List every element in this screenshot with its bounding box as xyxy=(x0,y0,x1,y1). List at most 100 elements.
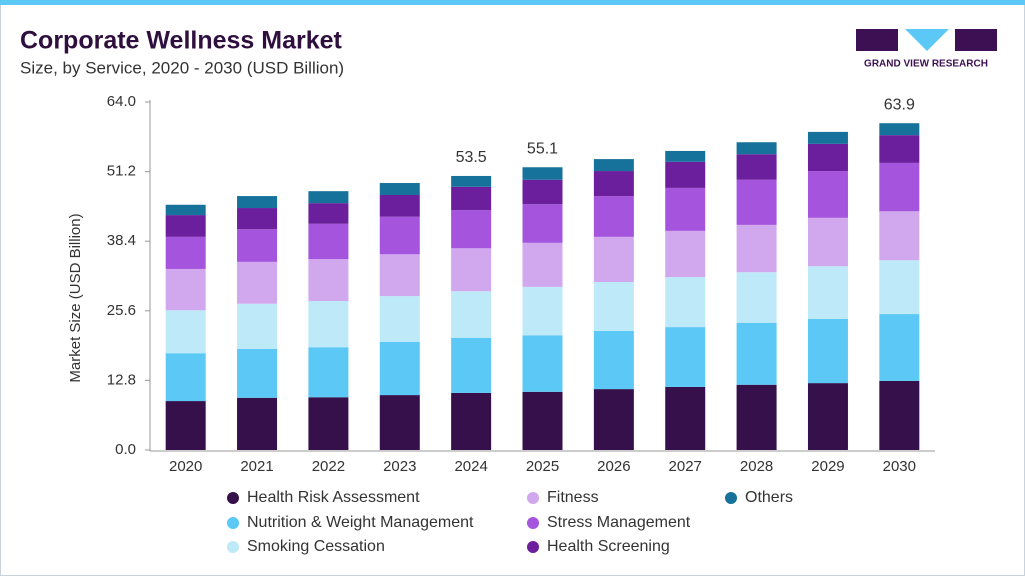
legend-label: Others xyxy=(745,489,793,506)
bar-segment xyxy=(522,242,563,287)
x-tick-label: 2023 xyxy=(383,458,416,475)
bar-segment xyxy=(379,216,420,255)
bar-segment xyxy=(165,204,206,216)
bar-segment xyxy=(165,236,206,269)
bar-segment xyxy=(807,217,848,267)
bar-segment xyxy=(879,211,920,261)
x-tick-label: 2025 xyxy=(526,458,559,475)
x-tick-label: 2027 xyxy=(669,458,702,475)
bar-segment xyxy=(807,266,848,319)
y-tick-label: 0.0 xyxy=(115,441,136,458)
bar-segment xyxy=(379,194,420,217)
legend-swatch xyxy=(227,541,239,553)
y-tick-label: 64.0 xyxy=(107,93,136,110)
bar-segment xyxy=(807,171,848,218)
bar-segment xyxy=(165,268,206,311)
y-tick-label: 51.2 xyxy=(107,163,136,180)
total-label: 55.1 xyxy=(527,140,558,157)
bar-segment xyxy=(237,303,278,349)
bar-segment xyxy=(237,229,278,262)
bar-segment xyxy=(379,341,420,396)
bar-segment xyxy=(308,397,349,450)
bar-segment xyxy=(665,327,706,387)
legend-item: Nutrition & Weight Management xyxy=(227,514,474,531)
bar-segment xyxy=(522,391,563,450)
bar-segment xyxy=(522,286,563,336)
bar-segment xyxy=(593,159,634,172)
legend-label: Health Screening xyxy=(547,538,670,555)
bar-segment xyxy=(308,259,349,302)
bar-segment xyxy=(593,389,634,450)
bar-segment xyxy=(451,392,492,450)
bar-segment xyxy=(165,215,206,237)
legend-item: Stress Management xyxy=(527,514,691,531)
bar-segment xyxy=(736,322,777,385)
bar-segment xyxy=(807,131,848,144)
x-tick-label: 2022 xyxy=(312,458,345,475)
bar-segment xyxy=(593,171,634,197)
bar-segment xyxy=(736,179,777,225)
legend-label: Smoking Cessation xyxy=(247,538,385,555)
bar-segment xyxy=(879,162,920,212)
legend-label: Stress Management xyxy=(547,514,691,531)
y-tick-label: 38.4 xyxy=(107,232,136,249)
y-tick-label: 25.6 xyxy=(107,302,136,319)
bar-segment xyxy=(665,230,706,278)
logo-block xyxy=(955,29,997,51)
chart-title: Corporate Wellness Market xyxy=(20,27,343,55)
bar-segment xyxy=(308,347,349,398)
bar-segment xyxy=(451,175,492,187)
legend-item: Health Screening xyxy=(527,538,670,555)
total-label: 53.5 xyxy=(456,149,487,166)
legend-swatch xyxy=(527,492,539,504)
bar-segment xyxy=(451,291,492,338)
legend-swatch xyxy=(725,492,737,504)
bar-segment xyxy=(451,337,492,393)
x-tick-label: 2024 xyxy=(454,458,487,475)
bar-segment xyxy=(736,142,777,155)
logo: GRAND VIEW RESEARCH xyxy=(856,29,997,70)
legend-item: Smoking Cessation xyxy=(227,538,385,555)
bar-segment xyxy=(522,167,563,180)
x-tick-label: 2029 xyxy=(811,458,844,475)
bar-segment xyxy=(237,261,278,304)
bar-segment xyxy=(736,272,777,323)
bar-segment xyxy=(451,248,492,292)
bar-segment xyxy=(237,348,278,398)
bar-segment xyxy=(379,395,420,450)
bar-segment xyxy=(807,143,848,172)
bar-segment xyxy=(593,281,634,331)
bar-segment xyxy=(736,154,777,180)
bar-segment xyxy=(879,260,920,315)
bar-segment xyxy=(237,208,278,230)
bar-segment xyxy=(879,135,920,163)
x-tick-label: 2030 xyxy=(883,458,916,475)
bar-segment xyxy=(308,223,349,260)
bar-segment xyxy=(165,401,206,450)
bar-segment xyxy=(522,204,563,243)
bar-segment xyxy=(522,179,563,205)
bar-segment xyxy=(308,301,349,348)
bar-segment xyxy=(665,277,706,328)
bar-segment xyxy=(165,310,206,354)
bar-segment xyxy=(879,380,920,450)
bar-segment xyxy=(665,187,706,231)
bar-segment xyxy=(451,186,492,211)
bar-segment xyxy=(165,353,206,402)
bar-segment xyxy=(593,236,634,282)
total-label: 63.9 xyxy=(884,96,915,113)
bar-segment xyxy=(308,203,349,224)
bar-segment xyxy=(308,191,349,204)
bar-segment xyxy=(237,196,278,209)
bar-segment xyxy=(736,384,777,450)
bar-segment xyxy=(665,150,706,162)
bar-segment xyxy=(807,318,848,384)
legend-swatch xyxy=(527,517,539,529)
legend-label: Nutrition & Weight Management xyxy=(247,514,474,531)
bar-segment xyxy=(522,335,563,392)
legend-swatch xyxy=(227,492,239,504)
x-tick-label: 2021 xyxy=(240,458,273,475)
bar-segment xyxy=(736,224,777,273)
bar-segment xyxy=(879,314,920,381)
